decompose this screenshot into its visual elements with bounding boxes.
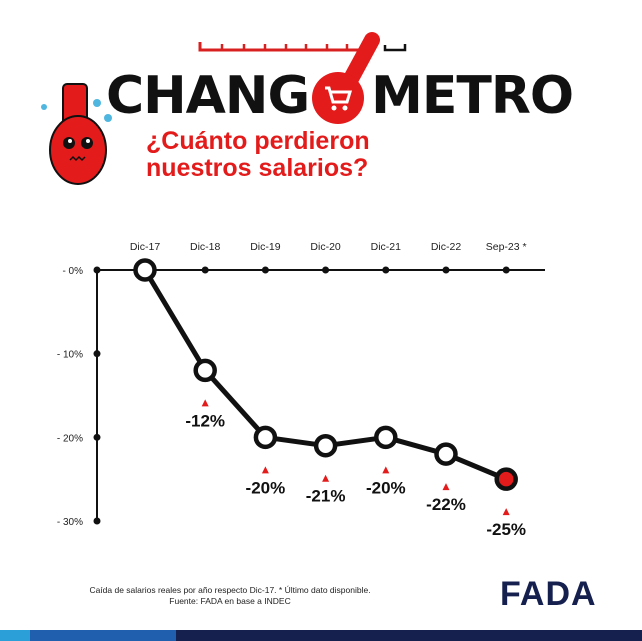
data-point xyxy=(253,425,278,450)
title: CHANG METRO xyxy=(106,66,574,126)
data-point xyxy=(133,258,157,282)
x-tick-label: Dic-19 xyxy=(250,241,281,253)
y-tick-dot xyxy=(93,350,101,358)
down-marker-icon xyxy=(261,466,269,474)
x-tick-label: Dic-22 xyxy=(431,241,462,253)
data-label: -25% xyxy=(486,520,526,539)
footnote: Caída de salarios reales por año respect… xyxy=(89,585,371,606)
data-label: -20% xyxy=(366,478,406,497)
x-tick-dot xyxy=(322,266,330,274)
data-point xyxy=(193,358,217,383)
down-marker-icon xyxy=(502,508,510,516)
data-point xyxy=(313,433,338,458)
changometro-logo-graphic xyxy=(41,32,407,185)
data-point xyxy=(494,467,518,491)
data-label: -12% xyxy=(185,411,225,430)
y-tick-dot xyxy=(93,433,101,441)
x-tick-dot xyxy=(261,266,269,274)
y-tick-dot xyxy=(93,517,101,525)
down-marker-icon xyxy=(382,466,390,474)
x-tick-label: Dic-17 xyxy=(130,241,161,253)
x-tick-label: Dic-18 xyxy=(190,241,221,253)
x-tick-dot xyxy=(442,266,450,274)
data-label: -21% xyxy=(306,487,346,506)
down-marker-icon xyxy=(322,474,330,482)
x-tick-dot xyxy=(502,266,510,274)
y-tick-label: - 0% xyxy=(62,266,83,277)
data-point xyxy=(374,425,398,450)
subtitle: ¿Cuánto perdieron nuestros salarios? xyxy=(146,127,370,182)
down-marker-icon xyxy=(442,483,450,491)
line-chart: - 0% - 10% - 20% - 30% Dic-17 Dic-18 Dic-19 Dic… xyxy=(57,241,545,539)
y-tick-label: - 10% xyxy=(57,350,83,361)
y-tick-label: - 20% xyxy=(57,433,83,444)
footer-bar-light xyxy=(0,630,30,641)
x-tick-label: Dic-21 xyxy=(371,241,402,253)
down-marker-icon xyxy=(201,399,209,407)
data-label: -20% xyxy=(246,478,286,497)
x-tick-dot xyxy=(201,266,209,274)
y-tick-dot xyxy=(93,266,101,274)
footer-bar-blue xyxy=(30,630,176,641)
x-tick-label: Sep-23 * xyxy=(486,241,527,253)
footer-bar-navy xyxy=(176,630,642,641)
data-label: -22% xyxy=(426,495,466,514)
fada-logo: FADA xyxy=(500,575,597,613)
x-tick-label: Dic-20 xyxy=(310,241,341,253)
data-point xyxy=(434,442,458,466)
x-tick-dot xyxy=(382,266,390,274)
thermometer-mascot-icon xyxy=(41,83,112,185)
y-tick-label: - 30% xyxy=(57,517,83,528)
